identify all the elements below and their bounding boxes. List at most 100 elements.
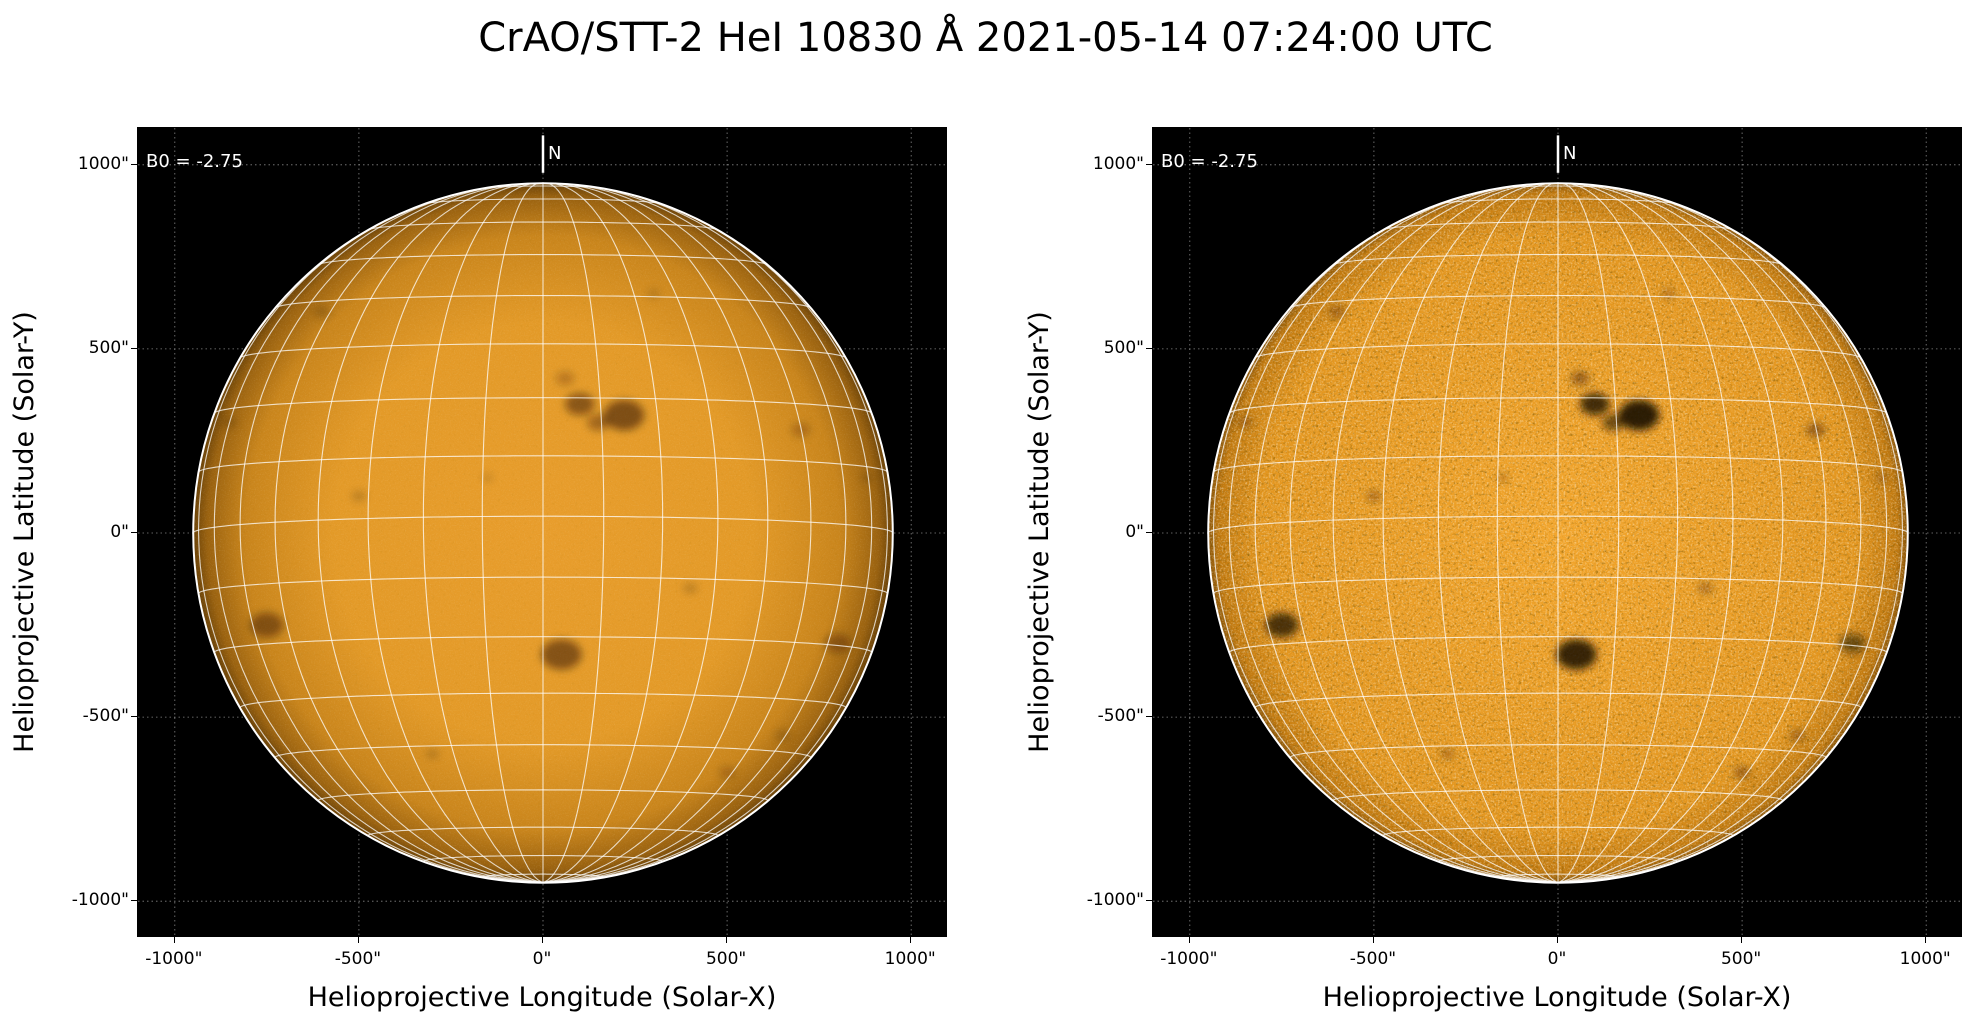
x-tick-mark (1741, 937, 1743, 943)
longitude-line (1289, 183, 1559, 883)
longitude-line (1557, 195, 1904, 883)
longitude-line (542, 185, 873, 883)
dark-feature (1556, 639, 1597, 670)
dark-feature (541, 639, 582, 670)
x-tick-label: 500" (705, 949, 747, 969)
x-tick-mark (1925, 937, 1927, 943)
longitude-line (1228, 185, 1559, 883)
solar-image-axes: B0 = -2.75 N (1152, 127, 1962, 937)
longitude-line (542, 183, 769, 883)
solar-disk-image (1153, 128, 1961, 936)
longitude-line (542, 183, 812, 883)
limb-outline (192, 182, 894, 884)
y-tick-label: 500" (88, 337, 129, 358)
dark-feature (565, 393, 595, 416)
dark-feature (1570, 371, 1590, 386)
longitude-line (274, 183, 544, 883)
absorption-features (1238, 288, 1888, 779)
y-tick-mark (131, 347, 137, 349)
dark-feature (791, 423, 810, 437)
longitude-line (1212, 195, 1559, 883)
longitude-line (1254, 184, 1559, 883)
dark-feature (482, 473, 494, 482)
x-axis-label: Helioprojective Longitude (Solar-X) (1322, 982, 1792, 1013)
longitude-line (481, 182, 544, 883)
b0-annotation: B0 = -2.75 (146, 151, 243, 172)
x-tick-mark (1557, 937, 1558, 943)
longitude-line (542, 182, 605, 883)
x-tick-label: -500" (1349, 949, 1397, 969)
dark-feature (1697, 582, 1713, 594)
limb-outline (1207, 182, 1909, 884)
dark-feature (1440, 748, 1455, 759)
longitude-line (1557, 183, 1784, 883)
dark-feature (682, 582, 698, 594)
y-tick-mark (131, 532, 137, 533)
x-tick-label: 0" (1547, 949, 1567, 969)
b0-annotation: B0 = -2.75 (1161, 151, 1258, 172)
y-tick-label: 1000" (1092, 153, 1144, 174)
x-tick-mark (1188, 937, 1190, 943)
longitude-line (542, 182, 664, 883)
y-tick-mark (131, 163, 137, 165)
dark-feature (351, 490, 367, 502)
x-axis-label: Helioprojective Longitude (Solar-X) (307, 982, 777, 1013)
longitude-line (1382, 182, 1559, 883)
y-tick-mark (1146, 347, 1152, 349)
dark-feature (1580, 393, 1610, 416)
dark-feature (1265, 612, 1299, 638)
solar-disk-image (138, 128, 946, 936)
dark-feature (555, 371, 575, 386)
x-tick-label: -1000" (145, 949, 203, 969)
dark-feature (774, 729, 790, 742)
longitude-line (1557, 182, 1734, 883)
dark-feature (824, 633, 851, 654)
dark-feature (1618, 399, 1660, 431)
x-tick-mark (1372, 937, 1374, 943)
y-tick-label: 0" (110, 522, 129, 542)
dark-feature (1839, 633, 1866, 654)
longitude-line (197, 195, 544, 883)
dark-feature (313, 306, 331, 319)
longitude-line (317, 183, 544, 883)
y-tick-mark (1146, 900, 1152, 902)
y-tick-mark (131, 900, 137, 902)
y-tick-label: -1000" (71, 890, 129, 911)
longitude-line (1557, 184, 1862, 883)
north-label: N (1563, 143, 1577, 164)
y-axis-label: Helioprojective Latitude (Solar-Y) (1024, 311, 1055, 753)
longitude-line (1557, 182, 1679, 883)
longitude-line (1496, 182, 1559, 883)
heliographic-grid (192, 182, 894, 883)
longitude-line (1557, 182, 1620, 883)
dark-feature (1806, 423, 1825, 437)
longitude-line (239, 184, 544, 883)
dark-feature (861, 473, 873, 482)
longitude-line (1557, 183, 1827, 883)
x-tick-label: 1000" (1899, 949, 1951, 969)
x-tick-label: 500" (1720, 949, 1762, 969)
y-tick-mark (1146, 163, 1152, 165)
longitude-line (1557, 185, 1888, 883)
y-tick-mark (1146, 716, 1152, 718)
dark-feature (1789, 729, 1805, 742)
longitude-line (542, 182, 719, 883)
y-tick-label: 500" (1103, 337, 1144, 358)
dark-feature (587, 414, 610, 431)
absorption-features (223, 288, 873, 779)
dark-feature (1328, 306, 1346, 319)
y-tick-label: -1000" (1086, 890, 1144, 911)
dark-feature (250, 612, 284, 638)
dark-feature (1876, 473, 1888, 482)
north-label: N (548, 143, 562, 164)
dark-feature (603, 399, 645, 431)
x-tick-mark (173, 937, 175, 943)
y-tick-label: -500" (1097, 706, 1144, 727)
x-tick-label: 0" (532, 949, 552, 969)
heliographic-grid (1207, 182, 1909, 883)
y-tick-label: -500" (82, 706, 129, 727)
dark-feature (1497, 473, 1509, 482)
y-tick-label: 0" (1125, 522, 1144, 542)
